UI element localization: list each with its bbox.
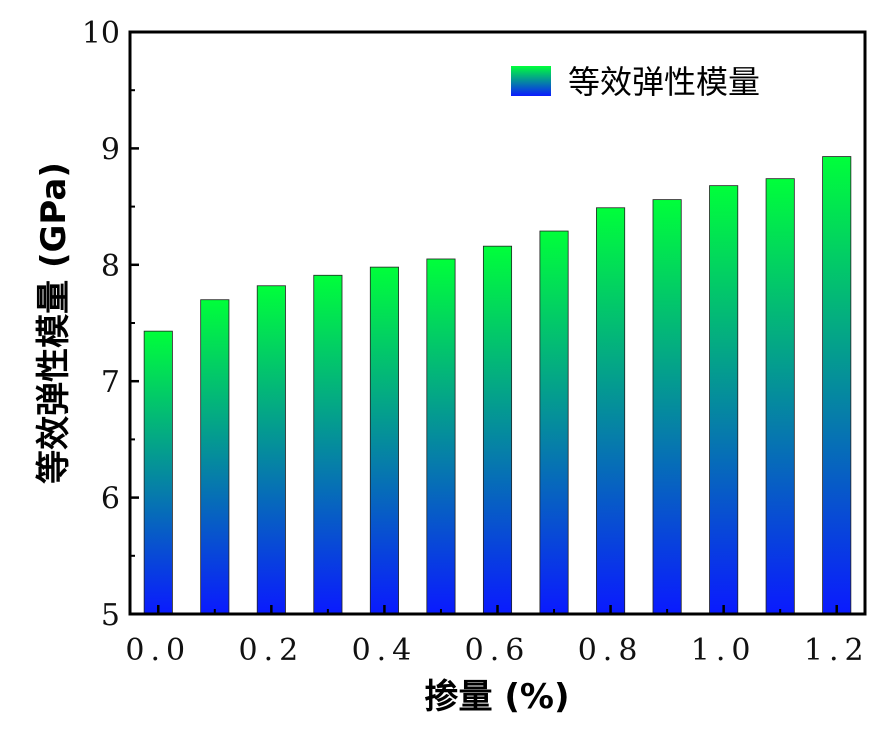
bar	[709, 185, 739, 615]
x-tick-label: 0.4	[352, 633, 418, 668]
bar	[313, 274, 343, 615]
bar	[652, 199, 682, 615]
y-tick-label: 7	[101, 365, 120, 400]
x-tick-label: 1.2	[804, 633, 870, 668]
bar	[426, 258, 456, 615]
y-axis-title: 等效弹性模量 (GPa)	[34, 162, 74, 484]
bar	[765, 178, 795, 615]
bar	[822, 156, 852, 615]
legend: 等效弹性模量	[511, 63, 760, 101]
x-tick-label: 0.6	[465, 633, 531, 668]
x-tick-label: 0.8	[578, 633, 644, 668]
x-tick-label: 0.0	[125, 633, 191, 668]
x-tick-label: 0.2	[238, 633, 304, 668]
y-tick-label: 6	[101, 482, 120, 517]
x-axis: 0.0 0.2 0.4 0.6 0.8 1.0 1.2	[125, 605, 870, 668]
bar	[143, 330, 173, 615]
bar	[200, 299, 230, 615]
bar	[256, 285, 286, 615]
y-tick-label: 9	[101, 132, 120, 167]
y-axis: 5 6 7 8 9 10	[82, 16, 139, 633]
legend-swatch	[511, 66, 551, 96]
y-tick-label: 5	[101, 598, 120, 633]
y-tick-label: 10	[82, 16, 120, 51]
x-axis-title: 掺量 (%)	[425, 677, 570, 717]
legend-label: 等效弹性模量	[568, 63, 760, 101]
bar	[482, 245, 513, 615]
bars-group	[143, 156, 852, 615]
bar	[596, 207, 626, 615]
bar	[539, 230, 569, 615]
y-tick-label: 8	[101, 249, 120, 284]
x-tick-label: 1.0	[691, 633, 757, 668]
bar	[369, 266, 399, 615]
